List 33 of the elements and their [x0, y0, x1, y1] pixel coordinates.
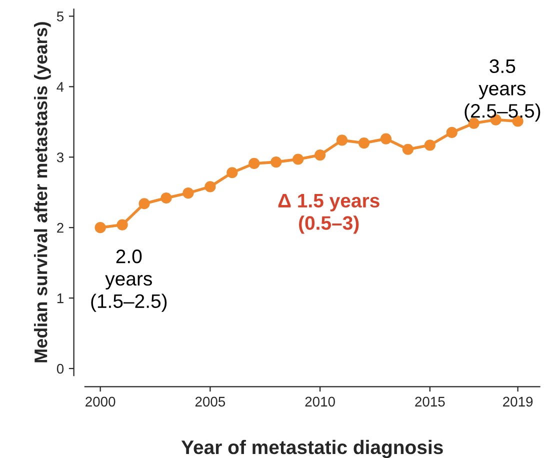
- point: [182, 188, 194, 199]
- point: [94, 222, 106, 234]
- point: [292, 154, 304, 165]
- x-axis-title: Year of metastatic diagnosis: [181, 440, 443, 458]
- point: [358, 137, 370, 149]
- point: [270, 156, 282, 168]
- point: [116, 219, 128, 230]
- point: [380, 133, 392, 144]
- x-tick-label: 2019: [503, 396, 533, 407]
- point: [138, 198, 150, 210]
- point: [248, 158, 260, 170]
- point: [336, 134, 348, 146]
- point: [402, 144, 414, 155]
- y-tick-label: 3: [56, 152, 64, 162]
- y-axis-title: Median survival after metastasis (years): [34, 22, 51, 362]
- y-tick-label: 1: [57, 294, 64, 304]
- point: [446, 126, 458, 138]
- y-tick-label: 5: [56, 12, 64, 22]
- point: [160, 192, 172, 204]
- annotation: Δ 1.5 years (0.5–3): [278, 194, 380, 234]
- annotation: 2.0 years (1.5–2.5): [91, 250, 167, 312]
- y-tick-label: 4: [56, 82, 64, 92]
- point: [204, 181, 216, 192]
- y-tick-label: 0: [56, 364, 64, 374]
- point: [314, 149, 326, 161]
- x-tick-label: 2000: [86, 396, 116, 407]
- y-tick-label: 2: [57, 222, 64, 233]
- point: [424, 140, 436, 151]
- x-tick-label: 2015: [415, 396, 445, 407]
- point: [226, 167, 238, 178]
- x-tick-label: 2010: [305, 396, 335, 407]
- x-tick-label: 2005: [195, 396, 226, 407]
- annotation: 3.5 years (2.5–5.5): [464, 59, 540, 122]
